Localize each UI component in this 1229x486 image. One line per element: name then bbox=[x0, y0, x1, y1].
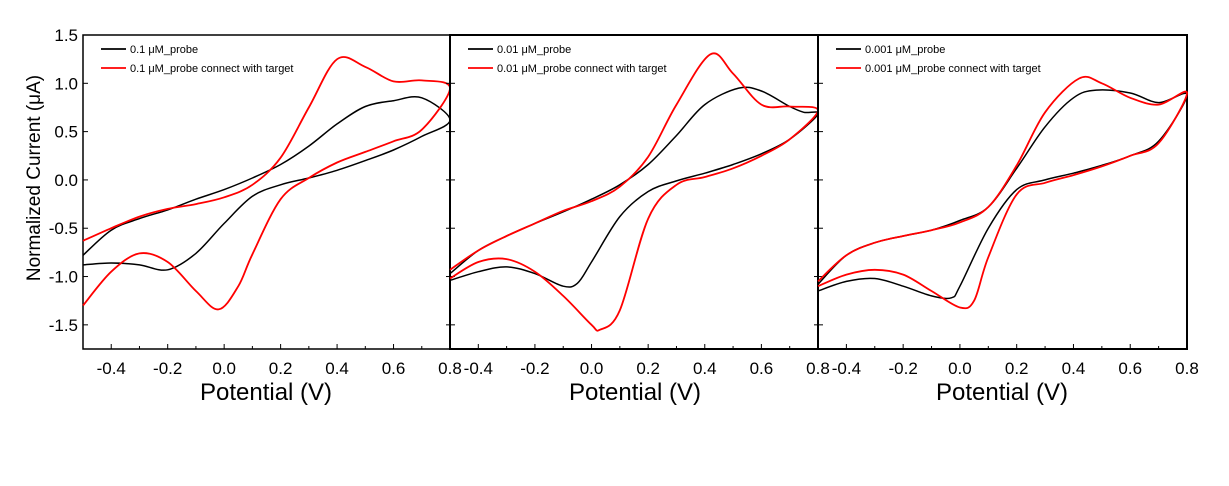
x-tick-label: 0.0 bbox=[948, 359, 972, 378]
x-tick-label: -0.4 bbox=[464, 359, 493, 378]
y-tick-label: 0.0 bbox=[54, 171, 78, 190]
series-line-2-1 bbox=[449, 86, 820, 288]
y-tick-label: -1.5 bbox=[49, 316, 78, 335]
y-tick-label: 1.5 bbox=[54, 26, 78, 45]
series-line-3-1 bbox=[817, 89, 1188, 300]
x-tick-label: 0.4 bbox=[1062, 359, 1086, 378]
x-tick-label: -0.4 bbox=[832, 359, 861, 378]
x-tick-label: -0.2 bbox=[520, 359, 549, 378]
x-tick-label: 0.4 bbox=[693, 359, 717, 378]
series-line-1-2 bbox=[82, 56, 451, 311]
plot-frame-panel-3 bbox=[817, 34, 1188, 350]
x-tick-label: -0.2 bbox=[153, 359, 182, 378]
x-axis-label-panel-3: Potential (V) bbox=[936, 379, 1068, 406]
series-line-1-1 bbox=[82, 95, 451, 271]
y-tick-label: 1.0 bbox=[54, 74, 78, 93]
legend-label: 0.01 μM_probe connect with target bbox=[497, 63, 667, 75]
x-tick-label: 0.6 bbox=[750, 359, 774, 378]
y-axis-label: Normalized Current (μA) bbox=[24, 75, 45, 281]
legend-label: 0.001 μM_probe connect with target bbox=[865, 63, 1041, 75]
panel-1: -0.4 -0.2 0.0 0.2 0.4 0.6 0.8 1.5 1.0 0.5 0.0 -0.5 -… bbox=[49, 26, 462, 378]
x-tick-label: 0.6 bbox=[382, 359, 406, 378]
series-line-2-2 bbox=[449, 52, 819, 332]
x-tick-label: -0.2 bbox=[889, 359, 918, 378]
x-tick-label: -0.4 bbox=[97, 359, 126, 378]
x-tick-label: 0.8 bbox=[1175, 359, 1199, 378]
legend-label: 0.1 μM_probe bbox=[130, 44, 198, 56]
x-tick-label: 0.8 bbox=[438, 359, 462, 378]
chart-panels: -0.4 -0.2 0.0 0.2 0.4 0.6 0.8 1.5 1.0 0.5 0.0 -0.5 -… bbox=[49, 26, 1199, 378]
legend-label: 0.1 μM_probe connect with target bbox=[130, 63, 294, 75]
x-axis-label-panel-2: Potential (V) bbox=[569, 379, 701, 406]
x-tick-label: 0.0 bbox=[212, 359, 236, 378]
x-tick-label: 0.6 bbox=[1118, 359, 1142, 378]
y-tick-label: -0.5 bbox=[49, 219, 78, 238]
panel-2: -0.4 -0.2 0.0 0.2 0.4 0.6 0.8 0.01 μM_probe 0.01… bbox=[446, 34, 830, 378]
x-tick-label: 0.8 bbox=[806, 359, 830, 378]
x-tick-label: 0.2 bbox=[269, 359, 293, 378]
legend-label: 0.001 μM_probe bbox=[865, 44, 945, 56]
x-tick-label: 0.2 bbox=[1005, 359, 1029, 378]
legend-label: 0.01 μM_probe bbox=[497, 44, 571, 56]
x-tick-label: 0.2 bbox=[636, 359, 660, 378]
y-tick-label: 0.5 bbox=[54, 123, 78, 142]
series-line-3-2 bbox=[817, 75, 1188, 310]
x-axis-label-panel-1: Potential (V) bbox=[200, 379, 332, 406]
x-tick-label: 0.4 bbox=[325, 359, 349, 378]
x-tick-label: 0.0 bbox=[580, 359, 604, 378]
panel-3: -0.4 -0.2 0.0 0.2 0.4 0.6 0.8 0.001 μM_probe 0.0… bbox=[814, 34, 1199, 378]
plot-frame-panel-2 bbox=[449, 34, 819, 350]
y-tick-label: -1.0 bbox=[49, 268, 78, 287]
